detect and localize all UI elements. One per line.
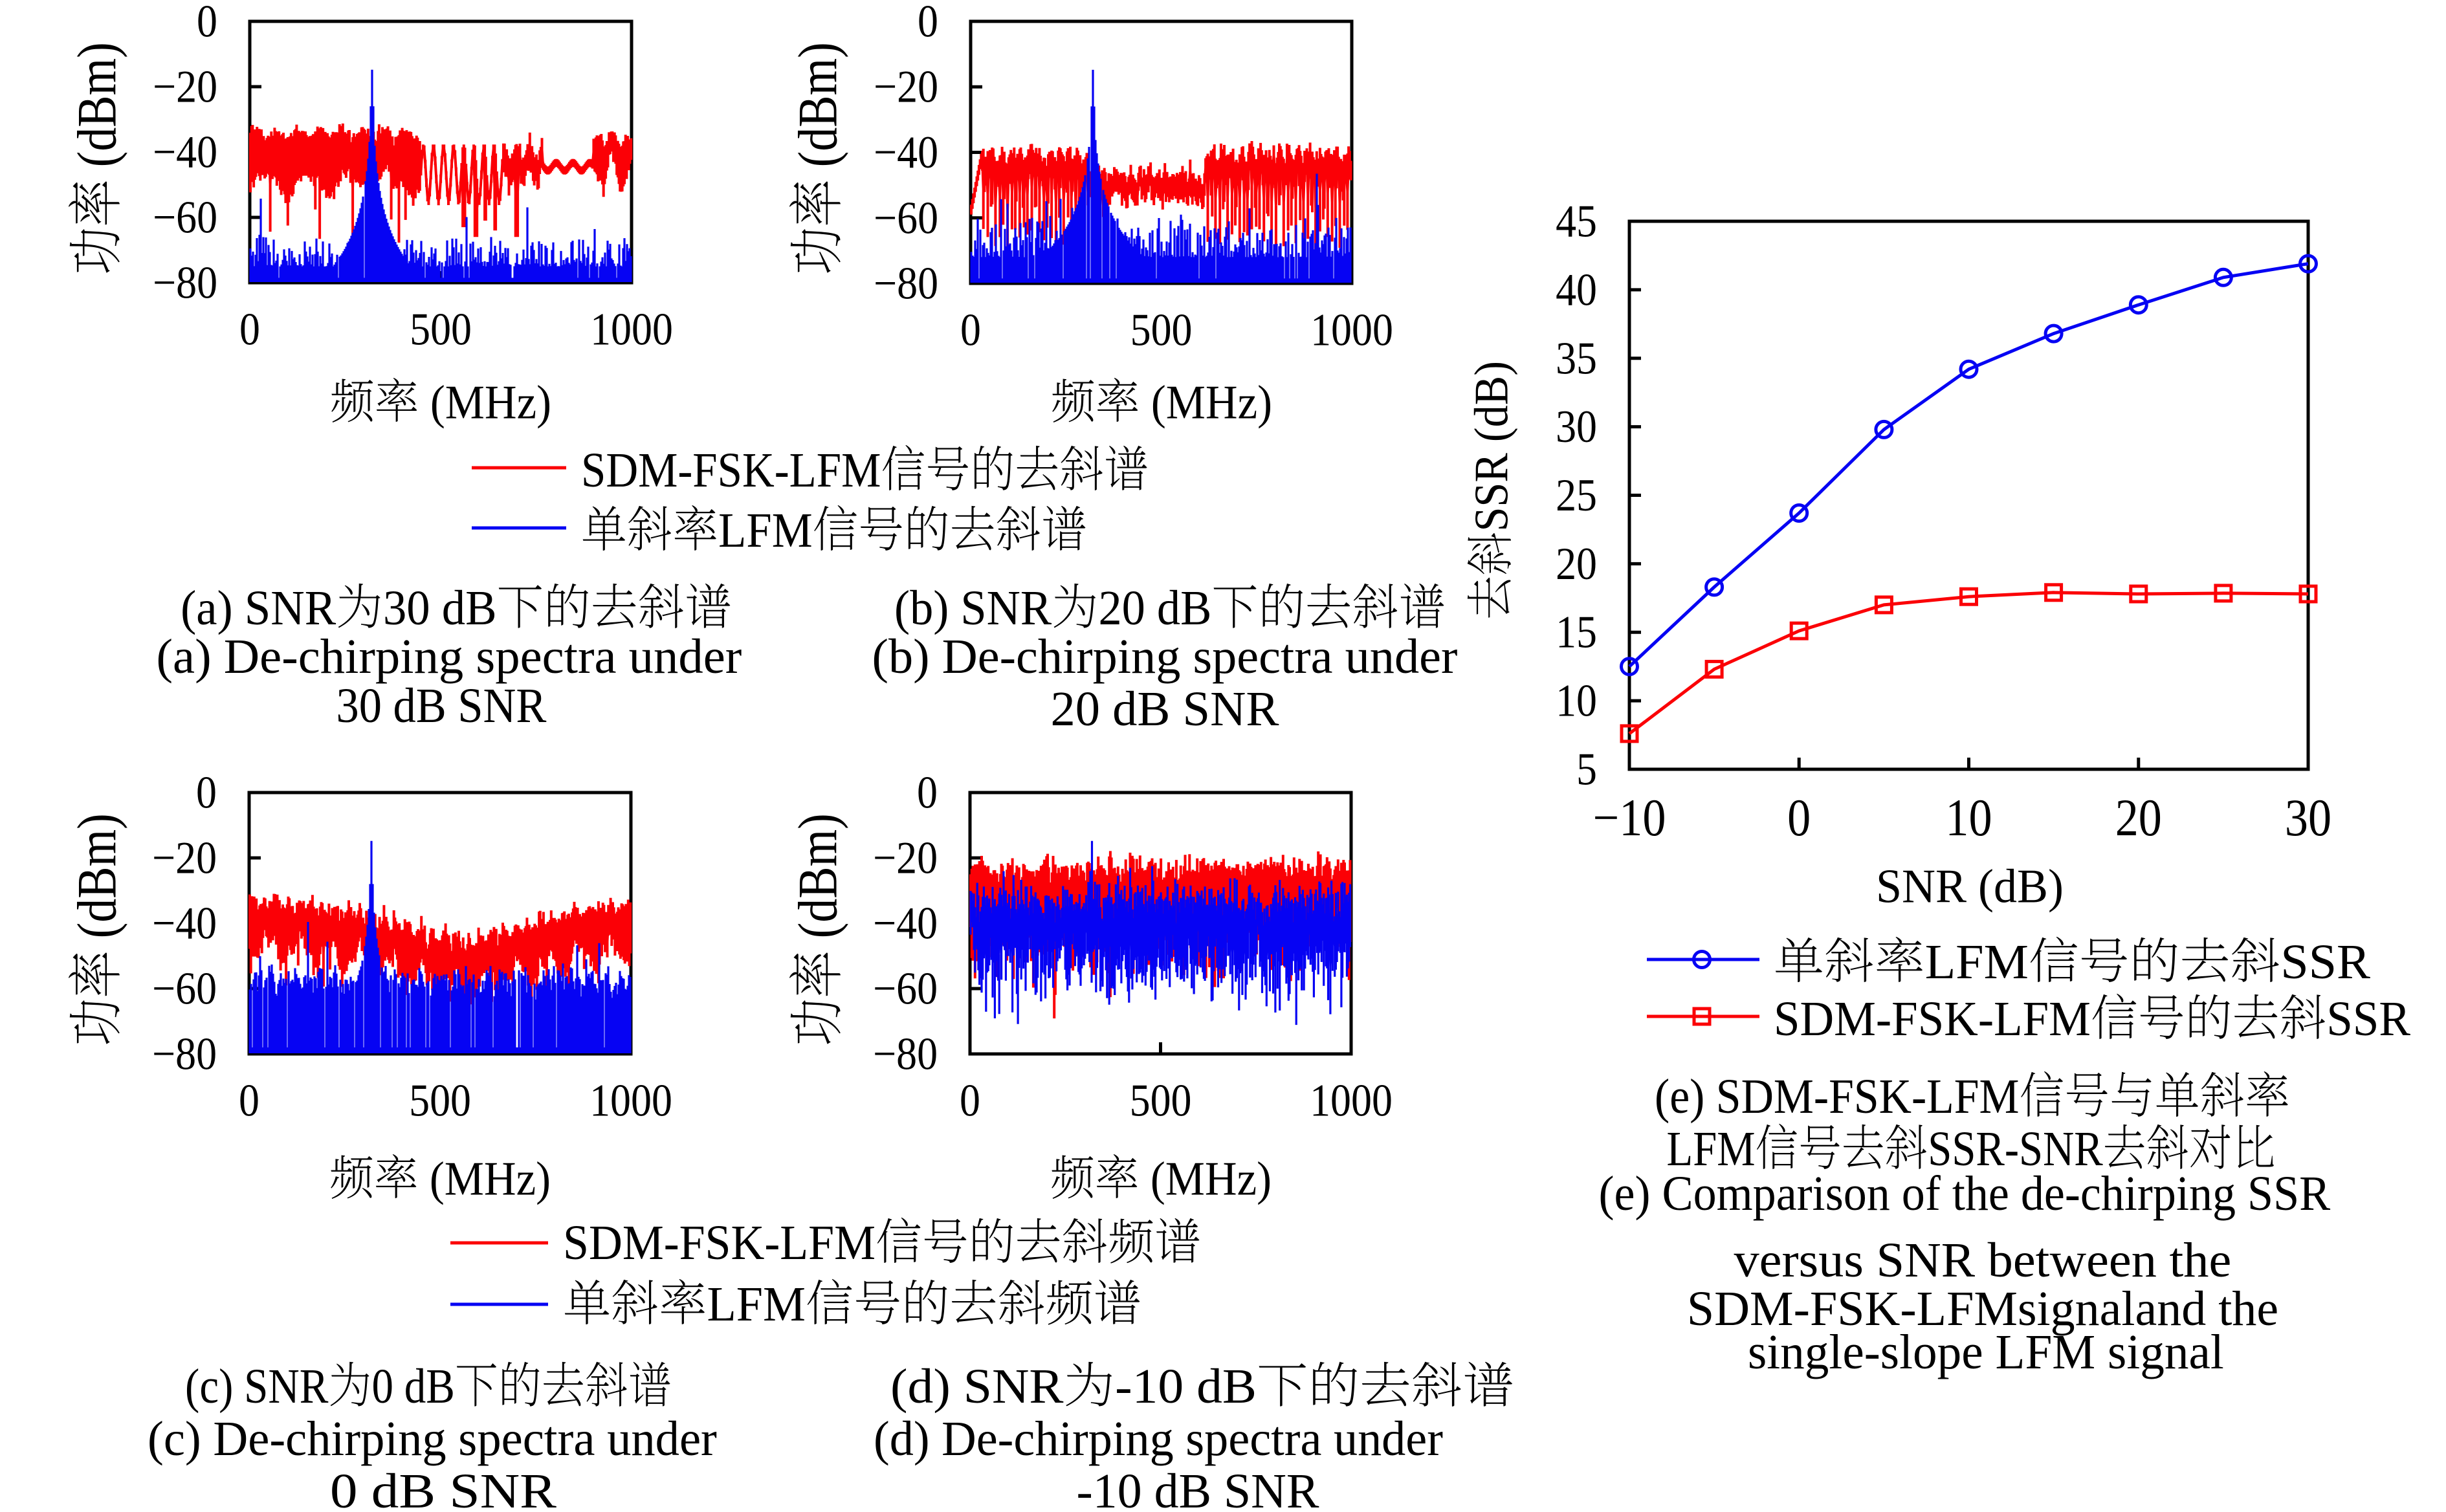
svg-text:45: 45 <box>1556 195 1597 247</box>
svg-text:LFM: LFM <box>1925 934 2029 989</box>
svg-text:(a) SNR: (a) SNR <box>181 582 336 636</box>
svg-text:−60: −60 <box>873 963 938 1014</box>
svg-text:0 dB SNR: 0 dB SNR <box>330 1464 556 1512</box>
svg-text:500: 500 <box>1130 304 1193 355</box>
svg-text:500: 500 <box>409 1075 471 1126</box>
svg-text:30: 30 <box>1556 401 1597 452</box>
svg-text:(dBm): (dBm) <box>788 42 848 179</box>
svg-text:40: 40 <box>1556 264 1597 315</box>
svg-text:SSR: SSR <box>2326 992 2410 1047</box>
svg-text:(c) SNR: (c) SNR <box>185 1359 329 1414</box>
svg-text:−80: −80 <box>152 1028 217 1079</box>
svg-text:(b) De-chirping spectra under: (b) De-chirping spectra under <box>872 630 1458 684</box>
svg-text:0: 0 <box>196 767 217 818</box>
svg-text:-10 dB SNR: -10 dB SNR <box>1077 1464 1319 1512</box>
svg-text:−40: −40 <box>874 127 938 178</box>
svg-text:(dBm): (dBm) <box>67 42 127 179</box>
svg-text:(MHz): (MHz) <box>419 1152 551 1205</box>
svg-text:(MHz): (MHz) <box>419 376 551 429</box>
svg-text:10: 10 <box>1556 675 1597 727</box>
svg-text:SDM-FSK-LFM: SDM-FSK-LFM <box>581 443 881 498</box>
svg-text:−60: −60 <box>152 963 217 1014</box>
svg-text:500: 500 <box>1130 1075 1192 1126</box>
svg-text:500: 500 <box>410 303 472 355</box>
svg-text:(MHz): (MHz) <box>1140 376 1272 429</box>
svg-text:-10 dB: -10 dB <box>1115 1359 1257 1414</box>
svg-text:20: 20 <box>1556 538 1597 589</box>
svg-text:1000: 1000 <box>1310 304 1393 355</box>
svg-text:SDM-FSK-LFMsignaland the: SDM-FSK-LFMsignaland the <box>1687 1282 2278 1336</box>
svg-text:(c) De-chirping spectra under: (c) De-chirping spectra under <box>148 1412 717 1467</box>
svg-text:5: 5 <box>1576 743 1597 794</box>
svg-text:30: 30 <box>2285 788 2331 847</box>
svg-text:−40: −40 <box>153 126 217 177</box>
svg-text:20 dB: 20 dB <box>1098 582 1211 636</box>
svg-text:0: 0 <box>917 767 938 818</box>
svg-text:0: 0 <box>239 303 260 355</box>
svg-text:0: 0 <box>960 304 981 355</box>
svg-text:(d) De-chirping spectra under: (d) De-chirping spectra under <box>874 1412 1443 1466</box>
svg-text:25: 25 <box>1556 470 1597 521</box>
svg-text:10: 10 <box>1945 788 1992 847</box>
svg-text:SSR-SNR: SSR-SNR <box>1928 1122 2103 1176</box>
svg-text:−20: −20 <box>153 61 217 112</box>
svg-text:0: 0 <box>918 0 938 47</box>
svg-text:20 dB SNR: 20 dB SNR <box>1050 682 1279 736</box>
svg-text:(d) SNR: (d) SNR <box>890 1359 1064 1414</box>
svg-text:(e) Comparison of the de-chirp: (e) Comparison of the de-chirping SSR <box>1599 1167 2331 1221</box>
svg-text:SDM-FSK-LFM: SDM-FSK-LFM <box>563 1215 876 1269</box>
svg-text:−10: −10 <box>1593 788 1666 847</box>
svg-text:15: 15 <box>1556 607 1597 658</box>
svg-text:SSR: SSR <box>2280 934 2370 989</box>
svg-text:20: 20 <box>2115 788 2162 847</box>
svg-text:0: 0 <box>1787 788 1811 847</box>
svg-text:(b) SNR: (b) SNR <box>894 582 1052 636</box>
svg-text:35: 35 <box>1556 333 1597 384</box>
svg-text:0: 0 <box>239 1075 259 1126</box>
svg-text:1000: 1000 <box>1310 1075 1393 1126</box>
svg-text:(dBm): (dBm) <box>67 813 127 950</box>
svg-text:1000: 1000 <box>589 1075 672 1126</box>
svg-text:LFM: LFM <box>707 1277 805 1331</box>
svg-text:LFM: LFM <box>1667 1122 1756 1176</box>
svg-text:0 dB: 0 dB <box>372 1359 455 1414</box>
svg-text:single-slope LFM signal: single-slope LFM signal <box>1748 1326 2224 1379</box>
svg-text:1000: 1000 <box>590 303 673 355</box>
svg-text:(MHz): (MHz) <box>1140 1152 1272 1205</box>
svg-text:versus SNR between the: versus SNR between the <box>1734 1233 2231 1287</box>
svg-text:−40: −40 <box>873 897 938 948</box>
svg-text:−20: −20 <box>152 832 217 883</box>
svg-text:(e) SDM-FSK-LFM: (e) SDM-FSK-LFM <box>1655 1069 2019 1123</box>
svg-text:SSR (dB): SSR (dB) <box>1466 361 1518 531</box>
svg-text:−80: −80 <box>153 257 217 308</box>
svg-text:−20: −20 <box>873 832 938 883</box>
svg-text:0: 0 <box>197 0 217 47</box>
svg-text:(a) De-chirping spectra under: (a) De-chirping spectra under <box>157 630 742 685</box>
svg-text:−60: −60 <box>874 192 938 243</box>
svg-text:−80: −80 <box>874 257 938 309</box>
svg-text:−80: −80 <box>873 1028 938 1079</box>
svg-text:SNR (dB): SNR (dB) <box>1876 860 2064 913</box>
svg-text:30 dB SNR: 30 dB SNR <box>336 679 546 733</box>
svg-text:30 dB: 30 dB <box>383 582 497 636</box>
svg-text:−20: −20 <box>874 61 938 113</box>
svg-text:−60: −60 <box>153 192 217 243</box>
svg-text:0: 0 <box>960 1075 980 1126</box>
svg-text:LFM: LFM <box>718 503 812 558</box>
svg-text:SDM-FSK-LFM: SDM-FSK-LFM <box>1774 992 2091 1047</box>
svg-text:(dBm): (dBm) <box>788 813 848 950</box>
svg-text:−40: −40 <box>152 897 217 948</box>
